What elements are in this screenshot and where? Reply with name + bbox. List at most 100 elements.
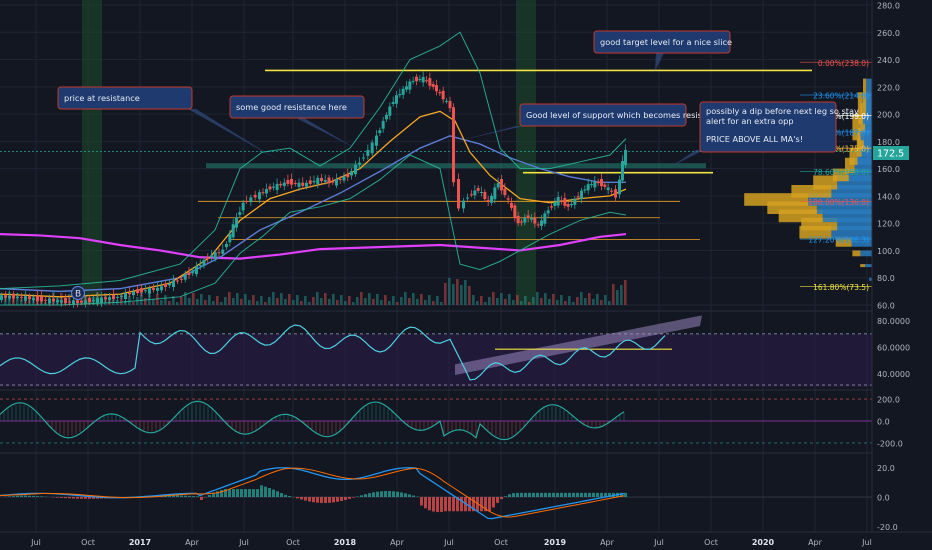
- price-axis[interactable]: [872, 0, 932, 532]
- candle-body: [290, 179, 293, 185]
- volume-bar: [240, 299, 243, 305]
- volume-bar: [192, 293, 195, 305]
- macd-histogram-bar: [432, 497, 435, 512]
- candle-body: [435, 85, 438, 92]
- candle-body: [523, 217, 527, 223]
- moving-averages: [0, 31, 627, 306]
- volume-bar: [508, 294, 511, 305]
- candle-body: [543, 213, 547, 224]
- volume-bar: [480, 296, 483, 305]
- time-axis-label: Apr: [600, 538, 615, 547]
- candle-body: [160, 286, 163, 291]
- volume-bar: [152, 299, 155, 305]
- macd-histogram-bar: [516, 492, 519, 497]
- candle-body: [398, 94, 402, 96]
- volume-bar: [420, 294, 423, 305]
- volume-bar: [528, 302, 531, 305]
- volume-bar: [484, 302, 487, 305]
- candle-body: [140, 288, 143, 293]
- time-axis-label: 2019: [544, 538, 567, 547]
- candle-body: [20, 296, 23, 298]
- candle-body: [195, 265, 198, 275]
- annotation-callout[interactable]: good target level for a nice slice: [593, 30, 732, 71]
- macd-histogram-bar: [68, 497, 71, 499]
- candle-body: [60, 300, 63, 303]
- candle-body: [206, 257, 210, 259]
- candle-body: [566, 204, 570, 207]
- macd-histogram-bar: [572, 492, 575, 497]
- volume-bar: [300, 301, 303, 305]
- macd-histogram-bar: [544, 492, 547, 497]
- candle-body: [513, 205, 517, 218]
- candle-body: [172, 280, 175, 287]
- macd-histogram-bar: [404, 493, 407, 497]
- candle-body: [462, 200, 465, 209]
- volume-profile-bar: [849, 148, 858, 165]
- candle-body: [486, 199, 490, 202]
- macd-histogram-bar: [188, 495, 191, 497]
- shaded-period: [516, 0, 536, 305]
- macd-histogram-bar: [380, 491, 383, 497]
- candle-body: [112, 294, 115, 299]
- time-axis-label: Oct: [81, 538, 95, 547]
- macd-histogram-bar: [592, 492, 595, 497]
- macd-histogram-bar: [300, 497, 303, 500]
- candle-body: [445, 100, 448, 102]
- annotation-callout[interactable]: possibly a dip before next leg so stay a…: [672, 101, 859, 166]
- volume-bar: [460, 285, 463, 305]
- macd-histogram-bar: [500, 497, 503, 500]
- fib-level-label: 78.60%(158.0): [813, 168, 869, 177]
- annotation-callout[interactable]: Good level of support which becomes resi…: [462, 103, 725, 140]
- candle-body: [36, 295, 39, 302]
- volume-bar: [176, 302, 179, 305]
- event-marker[interactable]: B: [70, 285, 86, 301]
- fib-level-label: 61.80%(175.0): [813, 145, 869, 154]
- macd-histogram-bar: [304, 497, 307, 501]
- candle-body: [536, 224, 540, 226]
- price-candles[interactable]: [0, 71, 627, 308]
- candle-body: [180, 278, 183, 280]
- macd-histogram-bar: [520, 492, 523, 497]
- rsi-trend-channel[interactable]: [455, 315, 702, 376]
- price-axis-label: 280.0: [877, 2, 900, 11]
- macd-histogram-bar: [276, 491, 279, 497]
- price-axis-label: 180.0: [877, 138, 900, 147]
- candle-body: [576, 196, 580, 198]
- annotation-callout[interactable]: some good resistance here: [229, 95, 365, 148]
- volume-profile-bar: [852, 114, 861, 141]
- macd-histogram-bar: [248, 489, 251, 497]
- volume-bar: [372, 299, 375, 305]
- fib-level-label: 38.20%(199.0): [813, 112, 869, 121]
- candle-body: [621, 161, 624, 181]
- candle-body: [124, 293, 127, 299]
- volume-bar: [332, 294, 335, 305]
- volume-bar: [580, 292, 583, 305]
- volume-bar: [120, 295, 123, 305]
- volume-bar: [172, 296, 175, 305]
- candle-body: [583, 189, 587, 191]
- candle-body: [44, 299, 47, 301]
- bollinger-lower: [0, 154, 627, 306]
- macd-histogram-bar: [484, 497, 487, 512]
- macd-histogram-bar: [504, 496, 507, 497]
- macd-histogram-bar: [372, 492, 375, 497]
- annotation-callout[interactable]: price at resistance: [57, 86, 278, 160]
- macd-histogram-bar: [552, 492, 555, 497]
- volume-profile-bar: [832, 168, 849, 182]
- candle-body: [335, 178, 338, 186]
- candle-body: [563, 198, 567, 206]
- macd-histogram-bar: [368, 493, 371, 497]
- macd-histogram-bar: [596, 492, 599, 497]
- volume-bar: [180, 297, 183, 305]
- candle-body: [120, 295, 123, 297]
- time-axis[interactable]: [0, 532, 932, 550]
- candle-body: [366, 150, 370, 156]
- macd-histogram-bar: [420, 497, 423, 506]
- macd-histogram-bar: [224, 489, 227, 497]
- ma-20-line: [0, 110, 627, 298]
- candle-body: [272, 186, 275, 188]
- volume-profile-bar: [813, 175, 838, 190]
- candle-body: [470, 194, 473, 196]
- volume-bar: [156, 294, 159, 305]
- volume-bar: [532, 297, 535, 305]
